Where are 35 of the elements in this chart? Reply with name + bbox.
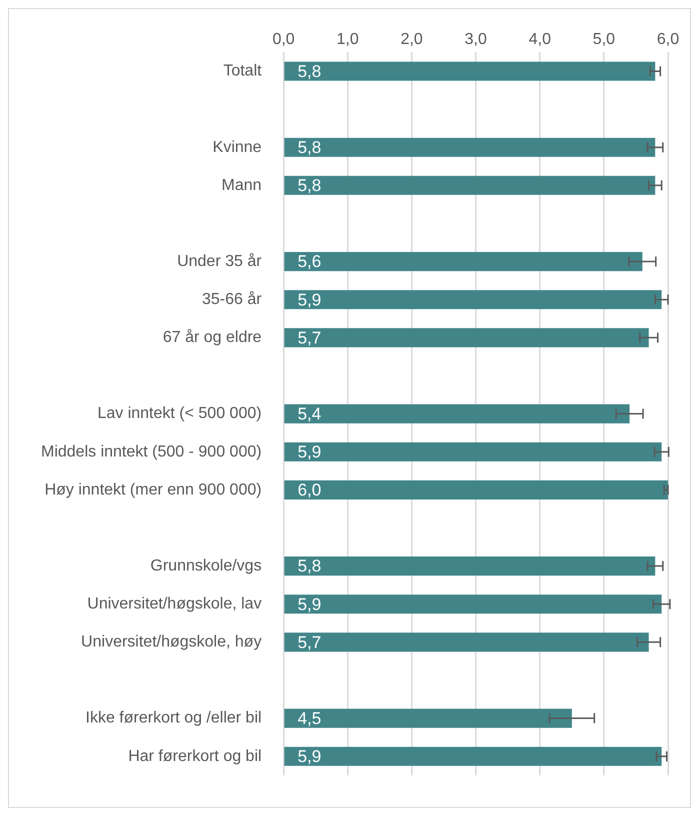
- data-label: 5,6: [298, 252, 322, 272]
- data-label: 5,8: [298, 62, 322, 81]
- y-tick-label: Under 35 år: [177, 252, 262, 270]
- data-label: 5,8: [298, 176, 322, 196]
- data-label: 5,9: [298, 290, 322, 310]
- y-tick-label: Universitet/høgskole, lav: [87, 596, 262, 613]
- data-label: 5,9: [298, 747, 322, 766]
- x-tick-label: 4,0: [528, 31, 552, 48]
- data-label: 5,7: [298, 328, 322, 348]
- y-tick-label: Høy inntekt (mer enn 900 000): [44, 481, 262, 498]
- x-tick-label: 2,0: [400, 31, 423, 48]
- data-label: 5,9: [298, 442, 322, 462]
- y-tick-label: Ikke førerkort og /eller bil: [86, 710, 262, 727]
- x-tick-label: 5,0: [592, 31, 616, 48]
- data-label: 4,5: [298, 708, 322, 728]
- y-tick-label: Mann: [222, 176, 262, 194]
- x-tick-label: 6,0: [656, 31, 680, 48]
- y-tick-label: Grunnskole/vgs: [150, 557, 262, 574]
- y-tick-label: Middels inntekt (500 - 900 000): [40, 443, 262, 460]
- y-tick-label: 35-66 år: [202, 291, 262, 308]
- data-label: 5,9: [298, 594, 322, 614]
- y-tick-label: 67 år og eldre: [162, 329, 262, 346]
- y-tick-label: Lav inntekt (< 500 000): [97, 405, 262, 422]
- y-tick-label: Har førerkort og bil: [128, 748, 262, 765]
- data-label: 5,7: [298, 632, 322, 652]
- x-tick-label: 0,0: [272, 31, 295, 48]
- data-label: 5,8: [298, 556, 322, 576]
- x-tick-label: 3,0: [464, 31, 488, 48]
- y-tick-label: Universitet/høgskole, høy: [81, 634, 262, 651]
- y-tick-label: Totalt: [223, 62, 262, 80]
- data-label: 6,0: [298, 480, 322, 500]
- data-label: 5,8: [298, 138, 322, 158]
- data-label: 5,4: [298, 404, 322, 424]
- x-tick-label: 1,0: [336, 31, 359, 48]
- y-tick-label: Kvinne: [212, 138, 262, 156]
